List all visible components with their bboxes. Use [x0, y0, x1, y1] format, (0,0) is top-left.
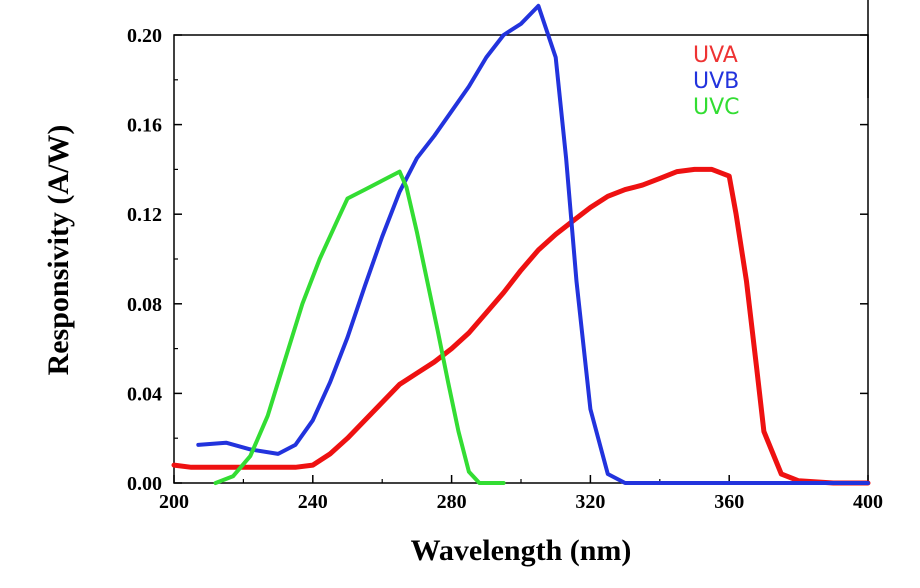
- x-tick-label: 240: [298, 491, 328, 513]
- y-tick-label: 0.00: [127, 473, 162, 495]
- legend: UVA UVB UVC: [693, 43, 740, 120]
- y-axis-title: Responsivity (A/W): [42, 125, 75, 376]
- legend-label-uva: UVA: [693, 43, 738, 68]
- x-tick-label: 360: [714, 491, 744, 513]
- series-layer: [171, 3, 871, 486]
- x-tick-label: 280: [437, 491, 467, 513]
- y-tick-label: 0.20: [127, 25, 162, 47]
- series-line-uva: [171, 166, 871, 486]
- legend-label-uvb: UVB: [693, 69, 739, 94]
- y-tick-label: 0.12: [127, 204, 162, 226]
- x-tick-label: 200: [159, 491, 189, 513]
- y-tick-label: 0.04: [127, 383, 162, 405]
- x-tick-label: 400: [853, 491, 883, 513]
- y-tick-label: 0.16: [127, 115, 162, 137]
- y-tick-label: 0.08: [127, 294, 162, 316]
- x-tick-label: 320: [575, 491, 605, 513]
- series-line-uvc: [213, 169, 506, 485]
- legend-label-uvc: UVC: [693, 95, 740, 120]
- x-axis-title: Wavelength (nm): [411, 534, 632, 567]
- x-tick-labels: 200 240 280 320 360 400: [159, 491, 883, 513]
- y-tick-labels: 0.00 0.04 0.08 0.12 0.16 0.20: [127, 25, 162, 495]
- series-line-uvb: [196, 3, 870, 485]
